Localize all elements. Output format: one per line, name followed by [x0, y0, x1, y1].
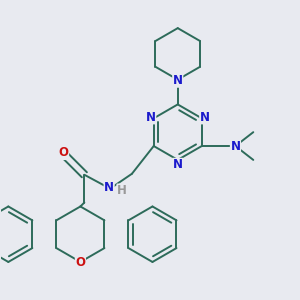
Text: N: N	[146, 111, 156, 124]
Text: O: O	[75, 256, 85, 269]
Text: N: N	[173, 158, 183, 171]
Text: O: O	[58, 146, 69, 160]
Text: N: N	[200, 111, 210, 124]
Text: N: N	[104, 181, 114, 194]
Text: N: N	[173, 74, 183, 87]
Text: N: N	[230, 140, 241, 152]
Text: H: H	[117, 184, 127, 197]
